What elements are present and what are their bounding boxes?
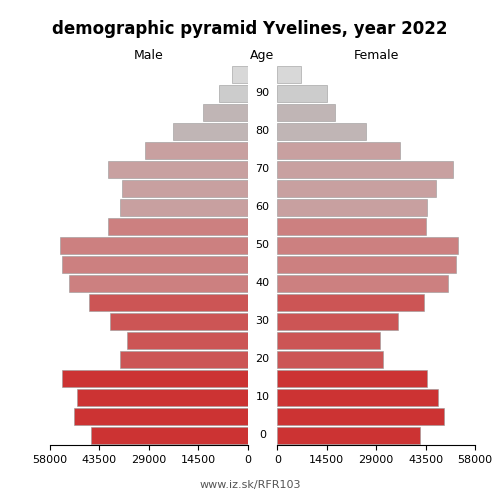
Bar [120, 200, 248, 216]
Bar [172, 124, 248, 140]
Text: 0: 0 [259, 430, 266, 440]
Bar [278, 142, 400, 158]
Text: 10: 10 [256, 392, 270, 402]
Bar [278, 180, 436, 196]
Bar [126, 332, 248, 348]
Bar [278, 238, 458, 254]
Bar [278, 256, 456, 272]
Bar [278, 390, 438, 406]
Text: 90: 90 [256, 88, 270, 99]
Bar [91, 428, 248, 444]
Bar [232, 66, 248, 82]
Bar [60, 238, 248, 254]
Title: Age: Age [250, 50, 274, 62]
Bar [110, 314, 248, 330]
Bar [78, 390, 247, 406]
Bar [278, 104, 336, 120]
Text: 50: 50 [256, 240, 270, 250]
Bar [278, 314, 398, 330]
Text: 20: 20 [256, 354, 270, 364]
Bar [204, 104, 248, 120]
Bar [278, 162, 453, 178]
Bar [89, 294, 248, 310]
Bar [278, 218, 426, 234]
Title: Male: Male [134, 50, 164, 62]
Bar [62, 370, 248, 386]
Text: 30: 30 [256, 316, 270, 326]
Bar [278, 124, 366, 140]
Text: 80: 80 [256, 126, 270, 136]
Bar [62, 256, 248, 272]
Bar [218, 86, 248, 102]
Bar [108, 162, 248, 178]
Bar [278, 428, 420, 444]
Bar [122, 180, 248, 196]
Text: www.iz.sk/RFR103: www.iz.sk/RFR103 [199, 480, 301, 490]
Bar [278, 352, 383, 368]
Bar [278, 200, 428, 216]
Text: 60: 60 [256, 202, 270, 212]
Text: 40: 40 [256, 278, 270, 288]
Bar [278, 408, 444, 424]
Bar [278, 370, 428, 386]
Title: Female: Female [354, 50, 399, 62]
Bar [120, 352, 248, 368]
Bar [278, 332, 380, 348]
Bar [278, 294, 424, 310]
Bar [278, 66, 301, 82]
Bar [68, 276, 248, 291]
Bar [108, 218, 248, 234]
Bar [278, 86, 326, 102]
Bar [146, 142, 248, 158]
Bar [278, 276, 448, 291]
Text: demographic pyramid Yvelines, year 2022: demographic pyramid Yvelines, year 2022 [52, 20, 448, 38]
Text: 70: 70 [256, 164, 270, 174]
Bar [74, 408, 248, 424]
